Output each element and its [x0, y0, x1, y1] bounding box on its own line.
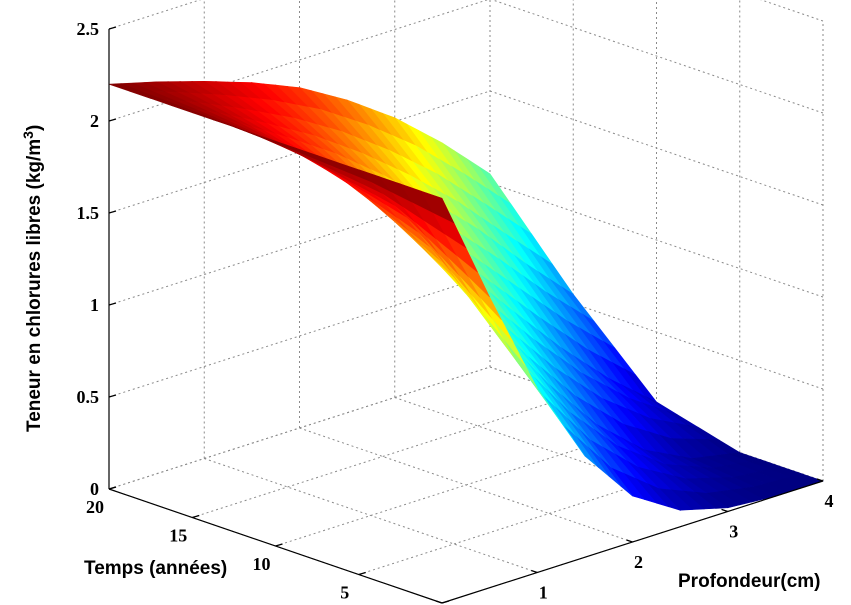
z-tick-label: 0 — [90, 479, 99, 499]
x-tick-mark — [626, 539, 633, 543]
z-tick-label: 2.5 — [77, 19, 100, 39]
y-tick-mark — [192, 514, 200, 519]
z-tick-mark — [108, 302, 117, 306]
z-axis-label: Teneur en chlorures libres (kg/m3) — [20, 125, 45, 432]
surface-patch — [420, 190, 455, 224]
z-axis-label-close: ) — [24, 125, 45, 131]
tick-labels: 012340510152000.511.522.5 — [77, 19, 834, 604]
z-tick-mark — [108, 394, 117, 398]
y-tick-mark — [358, 571, 366, 576]
grid-line — [358, 452, 740, 575]
x-tick-mark — [531, 569, 538, 574]
x-tick-label: 2 — [634, 552, 643, 572]
z-axis-label-main: Teneur en chlorures libres (kg/m — [24, 139, 45, 432]
y-tick-label: 10 — [253, 554, 271, 574]
y-tick-label: 20 — [86, 497, 104, 517]
y-tick-label: 15 — [169, 526, 187, 546]
y-tick-label: 5 — [340, 583, 349, 603]
x-tick-mark — [721, 508, 728, 513]
grid-line — [108, 366, 491, 490]
grid-line — [491, 0, 824, 114]
x-tick-label: 3 — [729, 522, 738, 542]
x-tick-mark — [435, 600, 443, 604]
z-tick-label: 1 — [90, 295, 99, 315]
grid-line — [108, 0, 202, 30]
z-tick-label: 1.5 — [77, 203, 100, 223]
x-axis-label: Profondeur(cm) — [678, 571, 821, 592]
z-tick-mark — [108, 486, 117, 490]
y-tick-mark — [275, 543, 283, 547]
grid-line — [489, 182, 824, 298]
z-tick-label: 2 — [90, 111, 99, 131]
grid-line — [108, 182, 491, 306]
z-tick-mark — [108, 26, 117, 30]
z-tick-mark — [108, 210, 117, 214]
z-tick-label: 0.5 — [77, 387, 100, 407]
grid-line — [192, 395, 574, 518]
z-tick-mark — [108, 118, 117, 122]
x-tick-label: 1 — [539, 583, 548, 603]
y-axis-label: Temps (années) — [84, 558, 227, 579]
y-tick-mark — [441, 600, 450, 604]
z-axis-label-superscript: 3 — [20, 131, 36, 139]
grid-line — [275, 423, 657, 547]
surface-mesh — [108, 80, 824, 511]
x-tick-mark — [816, 478, 824, 482]
x-tick-label: 4 — [825, 491, 834, 511]
